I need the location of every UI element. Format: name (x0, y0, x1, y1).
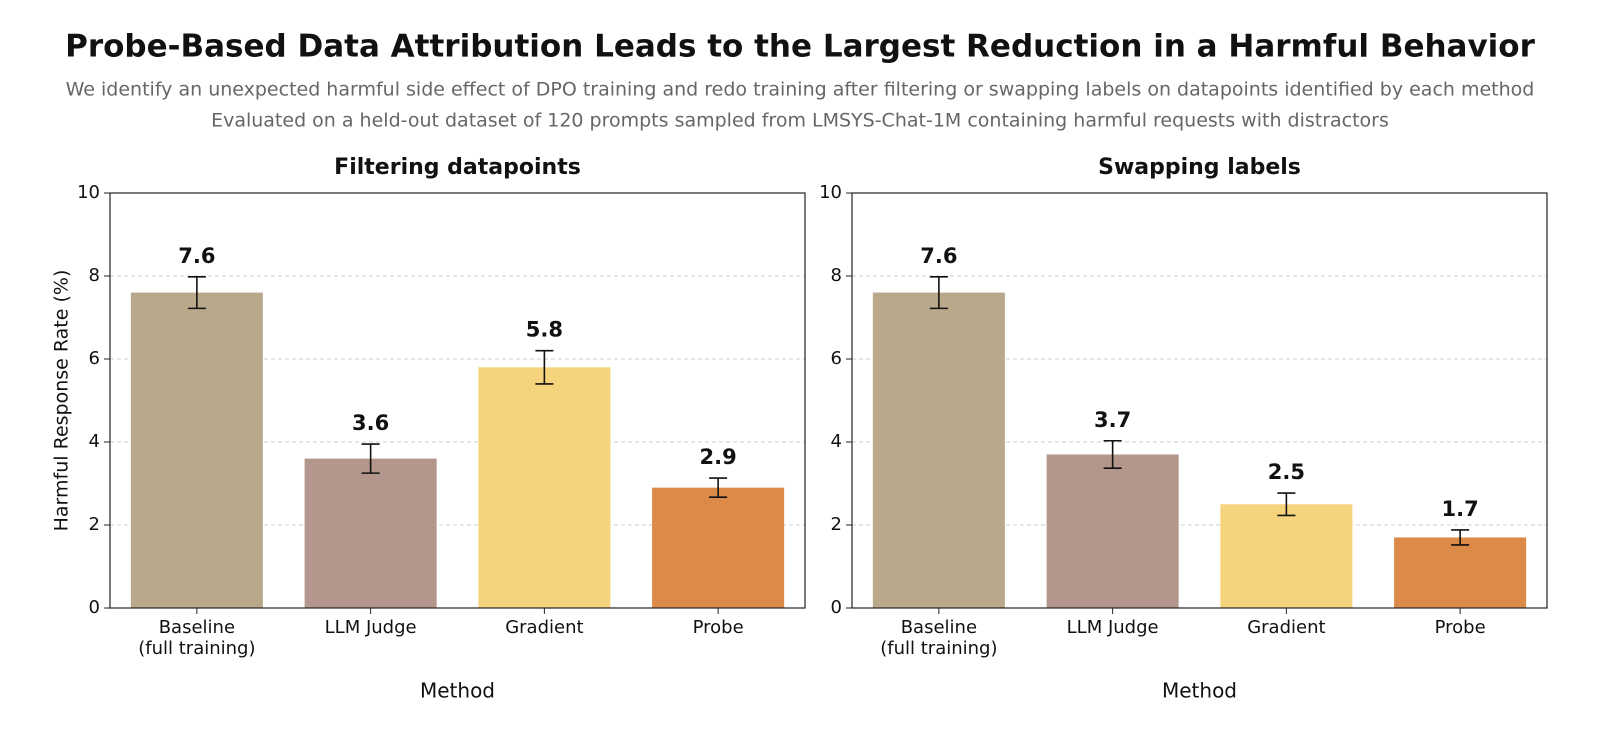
subtitle: We identify an unexpected harmful side e… (66, 79, 1535, 101)
y-tick-label: 2 (831, 514, 842, 535)
x-tick-label: LLM Judge (1067, 617, 1159, 638)
data-label: 3.7 (1094, 408, 1131, 432)
plot-frame (109, 192, 806, 609)
error-bar (1451, 529, 1470, 546)
y-tick-label: 10 (77, 182, 100, 203)
y-tick-label: 4 (89, 431, 100, 452)
y-tick-label: 6 (89, 348, 100, 369)
bar (1220, 504, 1353, 608)
x-tick-label: Baseline (full training) (880, 617, 997, 659)
data-label: 7.6 (178, 244, 215, 268)
x-axis-label: Method (1162, 679, 1237, 703)
y-tick-label: 10 (819, 182, 842, 203)
chart-title: Filtering datapoints (334, 155, 581, 180)
figure-title: Probe-Based Data Attribution Leads to th… (65, 29, 1536, 65)
x-axis-label: Method (420, 679, 495, 703)
error-bar (187, 276, 206, 310)
data-label: 5.8 (526, 318, 563, 342)
data-label: 7.6 (920, 244, 957, 268)
x-tick-label: Gradient (505, 617, 583, 638)
y-tick-label: 8 (89, 265, 100, 286)
y-tick-label: 0 (831, 597, 842, 618)
data-label: 2.9 (700, 445, 737, 469)
error-bar (709, 477, 728, 498)
bar (1046, 454, 1179, 608)
error-bar (535, 349, 554, 385)
x-tick-label: LLM Judge (325, 617, 417, 638)
y-tick-label: 8 (831, 265, 842, 286)
data-label: 1.7 (1442, 497, 1479, 521)
y-tick-label: 0 (89, 597, 100, 618)
y-tick-label: 2 (89, 514, 100, 535)
bar (130, 292, 263, 608)
bar (652, 487, 785, 608)
error-bar (361, 443, 380, 474)
x-tick-label: Baseline (full training) (138, 617, 255, 659)
bar (304, 458, 437, 608)
x-tick-label: Probe (693, 617, 744, 638)
data-label: 3.6 (352, 411, 389, 435)
error-bar (1103, 439, 1122, 469)
subtitle: Evaluated on a held-out dataset of 120 p… (211, 110, 1389, 132)
x-tick-label: Probe (1435, 617, 1486, 638)
y-tick-label: 6 (831, 348, 842, 369)
chart-title: Swapping labels (1098, 155, 1301, 180)
data-label: 2.5 (1268, 460, 1305, 484)
plot-frame (851, 192, 1548, 609)
error-bar (1277, 492, 1296, 517)
bar (1394, 537, 1527, 608)
bar (872, 292, 1005, 608)
x-tick-label: Gradient (1247, 617, 1325, 638)
bar (478, 367, 611, 608)
y-tick-label: 4 (831, 431, 842, 452)
y-axis-label: Harmful Response Rate (%) (51, 270, 73, 532)
error-bar (929, 276, 948, 310)
